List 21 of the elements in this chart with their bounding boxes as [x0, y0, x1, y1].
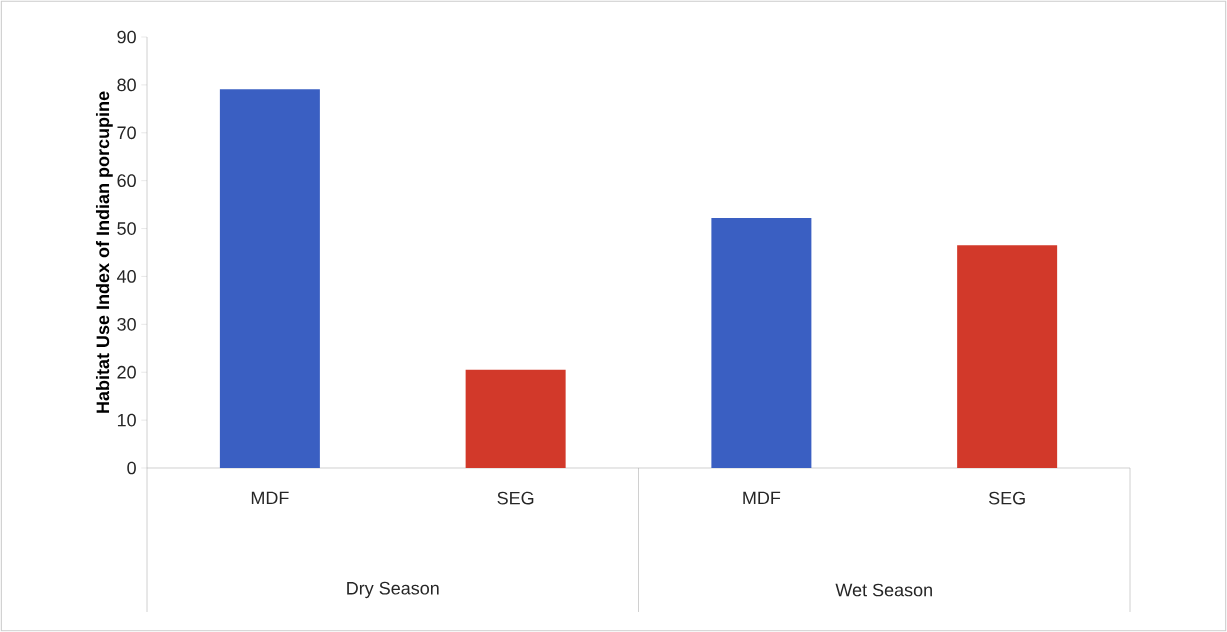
- x-tick-label: MDF: [743, 491, 781, 505]
- y-tick-label: 40: [117, 270, 136, 283]
- x-tick-label: SEG: [988, 491, 1025, 505]
- text: Dry Season: [347, 581, 439, 599]
- y-axis-title: Habitat Use Index of Indian porcupine: [95, 91, 113, 413]
- y-tick-label: 70: [117, 126, 136, 140]
- x-tick-label: SEG: [497, 491, 534, 505]
- x-tick-label: MDF: [251, 491, 289, 505]
- bar: [465, 369, 566, 468]
- text: Wet Season: [835, 583, 932, 597]
- bar: [711, 218, 812, 468]
- y-tick-label: 50: [117, 222, 136, 235]
- y-tick-label: 60: [117, 174, 136, 188]
- y-tick-label: 10: [117, 413, 136, 427]
- y-tick-label: 20: [117, 365, 136, 379]
- y-tick-label: 80: [117, 78, 136, 92]
- y-tick-label: 30: [117, 317, 136, 331]
- y-tick-label: 0: [127, 461, 136, 475]
- bar: [957, 245, 1058, 468]
- bar: [219, 89, 320, 468]
- y-tick-label: 90: [117, 30, 136, 44]
